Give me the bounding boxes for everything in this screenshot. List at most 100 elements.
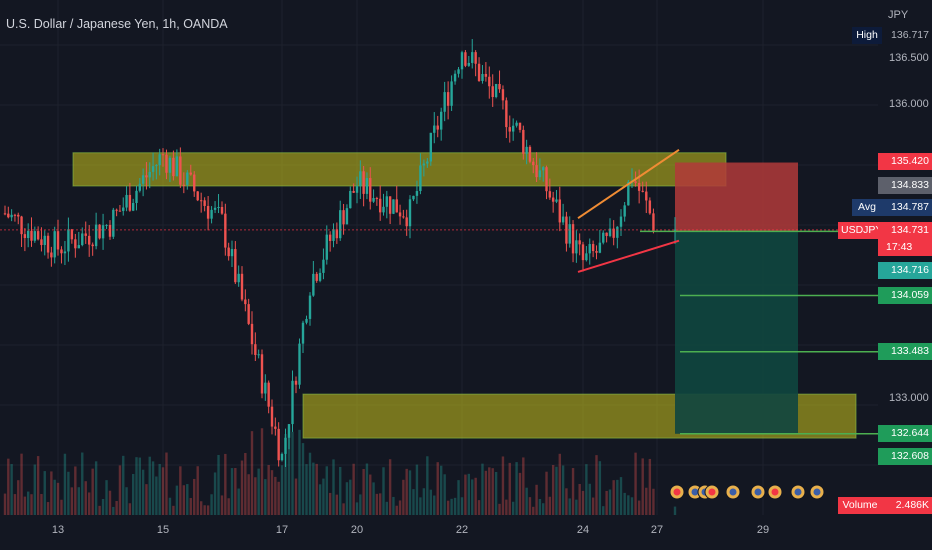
volume-bar xyxy=(641,458,644,515)
candle-body xyxy=(161,154,165,156)
volume-bar xyxy=(237,488,240,515)
volume-bar xyxy=(505,499,508,515)
candle-body xyxy=(189,172,192,175)
candle-body xyxy=(548,191,552,198)
candle-body xyxy=(70,229,74,240)
candle-body xyxy=(237,273,240,283)
candle-body xyxy=(426,161,429,164)
volume-bar xyxy=(67,471,70,515)
candle-body xyxy=(388,196,392,214)
candle-body xyxy=(518,122,522,130)
candle-body xyxy=(443,92,446,112)
volume-bar xyxy=(50,471,53,515)
volume-bar xyxy=(474,477,477,515)
volume-bar xyxy=(230,468,234,515)
candle-body xyxy=(247,304,250,324)
volume-bar xyxy=(484,470,488,515)
candle-body xyxy=(581,244,585,261)
candle-body xyxy=(77,245,80,249)
candle-body xyxy=(301,322,305,344)
volume-bar xyxy=(558,453,561,515)
volume-bar xyxy=(220,495,224,515)
volume-bar xyxy=(301,443,305,515)
volume-bar xyxy=(224,453,227,515)
volume-bar xyxy=(186,484,189,515)
volume-bar xyxy=(369,474,372,515)
candle-body xyxy=(308,295,312,319)
t1-price-tag: 134.833 xyxy=(878,177,932,194)
candle-body xyxy=(206,205,210,219)
candle-body xyxy=(217,206,220,208)
volume-bar xyxy=(548,496,552,515)
volume-bar xyxy=(412,489,415,515)
candle-body xyxy=(568,224,571,244)
volume-bar xyxy=(10,464,13,515)
candle-body xyxy=(433,125,436,133)
candle-body xyxy=(122,207,125,211)
symbol-title: U.S. Dollar / Japanese Yen, 1h, OANDA xyxy=(6,17,228,31)
candle-body xyxy=(74,239,77,249)
volume-value-tag: 2.486K xyxy=(878,497,932,514)
volume-bar xyxy=(298,429,301,515)
volume-bar xyxy=(528,497,532,515)
candle-body xyxy=(375,198,379,200)
candle-body xyxy=(598,242,602,253)
candle-body xyxy=(508,127,511,132)
volume-bar xyxy=(501,456,505,515)
volume-bar xyxy=(551,465,555,515)
candle-body xyxy=(505,100,508,128)
candle-body xyxy=(450,81,453,106)
candle-body xyxy=(63,251,67,254)
volume-bar xyxy=(433,495,436,515)
volume-bar xyxy=(588,483,591,515)
volume-bar xyxy=(542,503,545,515)
candle-body xyxy=(220,206,224,214)
volume-bar xyxy=(419,497,422,515)
candle-body xyxy=(196,191,199,201)
volume-bar xyxy=(392,496,395,515)
high-label: High xyxy=(852,27,882,44)
candle-body xyxy=(105,224,108,226)
candle-body xyxy=(98,224,101,239)
candle-body xyxy=(135,190,138,203)
candle-body xyxy=(257,354,260,356)
currency-label: JPY xyxy=(888,9,909,21)
volume-bar xyxy=(125,487,128,515)
candle-body xyxy=(585,253,588,261)
volume-bar xyxy=(359,494,362,515)
candle-body xyxy=(637,182,641,191)
volume-bar xyxy=(429,489,432,515)
candle-body xyxy=(545,167,548,192)
volume-bar xyxy=(101,498,105,515)
x-tick-15: 15 xyxy=(156,524,170,536)
volume-bar xyxy=(138,457,142,515)
candle-body xyxy=(101,225,105,239)
volume-bar xyxy=(332,459,335,515)
volume-bar xyxy=(199,501,203,515)
volume-bar xyxy=(518,472,522,515)
entry-price-tag: 134.716 xyxy=(878,262,932,279)
volume-bar xyxy=(634,452,637,515)
volume-bar xyxy=(46,502,50,515)
volume-bar xyxy=(291,431,294,515)
volume-bar xyxy=(122,455,125,515)
volume-bar xyxy=(673,506,677,515)
candle-body xyxy=(648,200,652,214)
volume-bar xyxy=(264,479,267,515)
volume-bar xyxy=(145,484,148,515)
symbol-last-label: USDJPY xyxy=(838,222,882,239)
volume-bar xyxy=(335,494,339,515)
volume-bar xyxy=(446,500,450,515)
candle-body xyxy=(542,167,545,171)
volume-bar xyxy=(585,464,588,515)
candle-body xyxy=(224,213,227,248)
candle-body xyxy=(571,224,575,254)
volume-bar xyxy=(244,453,247,515)
x-tick-24: 24 xyxy=(576,524,590,536)
volume-bar xyxy=(77,487,80,515)
volume-bar xyxy=(17,480,20,515)
last-price-tag: 134.731 xyxy=(878,222,932,239)
volume-bar xyxy=(135,457,138,515)
